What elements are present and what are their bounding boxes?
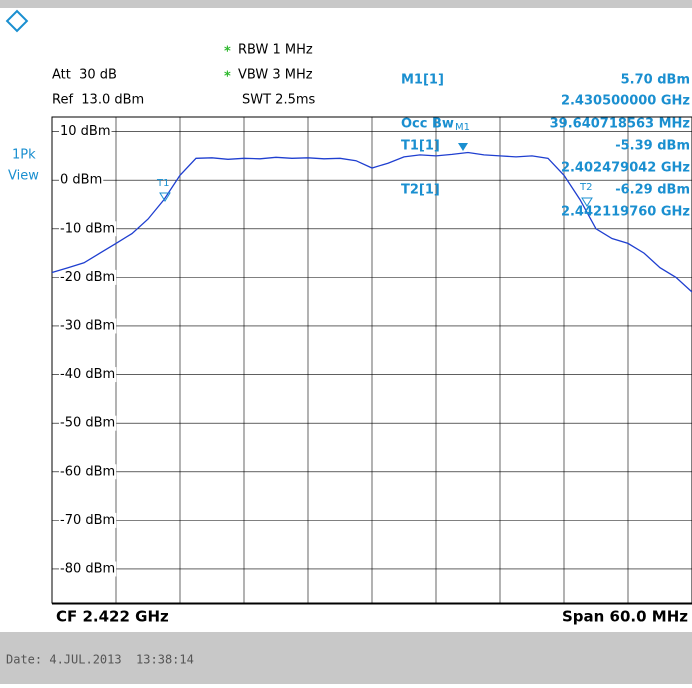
vbw: VBW 3 MHz (238, 68, 313, 83)
marker (581, 197, 593, 207)
marker-tag: T2 (579, 182, 592, 193)
marker (159, 192, 171, 202)
y-label: -40 dBm (60, 367, 115, 382)
span: Span 60.0 MHz (562, 608, 688, 626)
label-bg (59, 124, 112, 140)
y-label: -60 dBm (60, 464, 115, 479)
att: Att 30 dB (52, 68, 117, 83)
marker-tag: T1 (156, 178, 169, 189)
y-label: -20 dBm (60, 270, 115, 285)
label-bg (59, 561, 117, 577)
occ-name: Occ Bw (401, 117, 454, 132)
star: * (224, 45, 231, 60)
y-label: -80 dBm (60, 561, 115, 576)
label-bg (59, 415, 117, 431)
logo (5, 9, 29, 33)
t2-level: -6.29 dBm (615, 183, 690, 198)
marker-tag: M1 (455, 122, 470, 133)
t1-level: -5.39 dBm (615, 139, 690, 154)
y-label: -50 dBm (60, 416, 115, 431)
occ-value: 39.640718563 MHz (550, 117, 690, 132)
y-label: -10 dBm (60, 221, 115, 236)
t2-name: T2[1] (401, 183, 440, 198)
t1-name: T1[1] (401, 139, 440, 154)
label-bg (59, 269, 117, 285)
label-bg (59, 318, 117, 334)
label-bg (59, 512, 117, 528)
y-label: 10 dBm (60, 124, 111, 139)
star: * (224, 70, 231, 85)
ref: Ref 13.0 dBm (52, 93, 144, 108)
label-bg (59, 464, 117, 480)
m1-name: M1[1] (401, 73, 444, 88)
swt: SWT 2.5ms (242, 93, 316, 108)
m1-level: 5.70 dBm (621, 73, 690, 88)
y-label: -70 dBm (60, 513, 115, 528)
label-bg (59, 367, 117, 383)
t1-freq: 2.402479042 GHz (561, 161, 690, 176)
label-bg (59, 221, 117, 237)
rbw: RBW 1 MHz (238, 43, 313, 58)
label-bg (59, 172, 104, 188)
cf: CF 2.422 GHz (56, 608, 169, 626)
m1-freq: 2.430500000 GHz (561, 94, 690, 109)
y-label: 0 dBm (60, 173, 102, 188)
date: Date: 4.JUL.2013 13:38:14 (6, 653, 194, 667)
y-label: -30 dBm (60, 318, 115, 333)
view-state: View (8, 169, 39, 184)
marker (458, 143, 468, 151)
t2-freq: 2.442119760 GHz (561, 205, 690, 220)
trace (51, 151, 692, 293)
view-mode: 1Pk (12, 148, 36, 163)
